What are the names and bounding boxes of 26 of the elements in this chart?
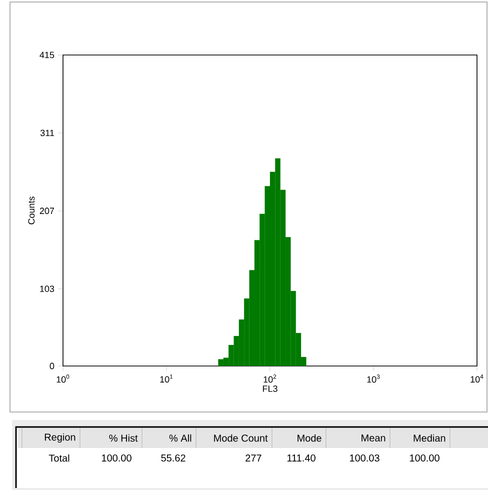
text: Mode: [298, 434, 322, 442]
y-tick-label: 311: [40, 130, 54, 136]
text: % All: [169, 434, 192, 442]
y-tick-label: 103: [40, 286, 54, 292]
y-tick-label: 207: [40, 208, 54, 214]
text: 111.40: [287, 454, 316, 462]
y-axis-title: Counts: [28, 196, 35, 224]
y-tick-label: 0: [50, 362, 54, 370]
x-axis-title: FL3: [262, 385, 278, 392]
text: Total: [48, 454, 70, 462]
text: 277: [246, 454, 262, 462]
text: 100.00: [102, 454, 132, 462]
x-tick-label: 10$^{1}$: [160, 374, 173, 383]
x-tick-label: 10$^{3}$: [367, 374, 380, 383]
x-tick-label: 10$^{2}$: [264, 374, 276, 383]
text: Mode Count: [214, 434, 268, 442]
x-tick-label: 10$^{4}$: [470, 374, 484, 383]
text: Mean: [362, 434, 386, 442]
text: % Hist: [109, 434, 138, 442]
text: 55.62: [161, 454, 186, 462]
text: Region: [44, 433, 76, 443]
text: 100.00: [410, 454, 440, 462]
x-tick-label: 10$^{0}$: [56, 374, 70, 383]
y-tick-label: 415: [40, 52, 54, 58]
text: Median: [414, 434, 446, 442]
text: 100.03: [350, 454, 380, 462]
